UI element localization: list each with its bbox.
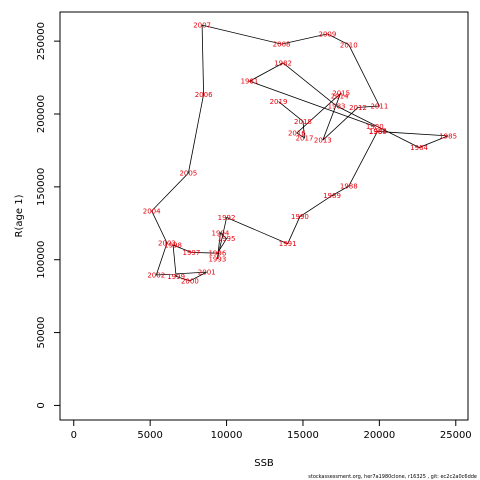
y-tick-label: 100000	[36, 241, 47, 279]
point-label-1999: 1999	[167, 273, 185, 281]
y-tick-label: 250000	[36, 22, 47, 60]
point-label-1995: 1995	[218, 235, 236, 243]
point-label-2014: 2014	[331, 92, 349, 100]
point-label-2010: 2010	[340, 41, 358, 49]
y-tick-label: 50000	[36, 317, 47, 349]
sr-path-line	[151, 24, 449, 282]
point-label-2015: 2015	[332, 89, 350, 97]
point-label-2005: 2005	[179, 170, 197, 178]
point-label-1988: 1988	[340, 183, 358, 191]
point-label-2012: 2012	[349, 104, 367, 112]
point-label-2019: 2019	[270, 98, 288, 106]
point-label-1986: 1986	[369, 128, 387, 136]
y-tick-label: 200000	[36, 95, 47, 133]
point-label-2009: 2009	[319, 30, 337, 38]
point-label-2011: 2011	[370, 102, 388, 110]
point-label-1982: 1982	[274, 60, 292, 68]
x-tick-label: 5000	[137, 430, 162, 441]
point-label-1983: 1983	[328, 102, 346, 110]
x-tick-label: 25000	[440, 430, 472, 441]
point-label-1997: 1997	[183, 249, 201, 257]
series-path	[151, 24, 449, 282]
point-label-2000: 2000	[181, 277, 199, 285]
plot-frame	[59, 11, 469, 421]
x-tick-label: 10000	[211, 430, 243, 441]
point-label-1994: 1994	[212, 229, 230, 237]
point-label-2017: 2017	[296, 135, 314, 143]
y-axis: 0 50000 100000 150000 200000 250000	[36, 22, 60, 409]
x-axis: 0 5000 10000 15000 20000 25000	[71, 420, 472, 441]
footer-text: stockassessment.org, her7a1980clone, r16…	[308, 474, 477, 480]
point-label-2008: 2008	[273, 41, 291, 49]
point-label-2018: 2018	[294, 118, 312, 126]
point-label-1989: 1989	[323, 192, 341, 200]
point-label-2002: 2002	[147, 272, 165, 280]
point-label-1998: 1998	[164, 242, 182, 250]
point-label-2013: 2013	[314, 137, 332, 145]
point-label-1991: 1991	[279, 240, 297, 248]
y-tick-label: 150000	[36, 168, 47, 206]
point-label-1987: 1987	[369, 127, 387, 135]
point-label-1985: 1985	[439, 132, 457, 140]
point-label-2016: 2016	[288, 129, 306, 137]
x-tick-label: 20000	[363, 430, 395, 441]
point-label-1992: 1992	[218, 214, 236, 222]
point-label-1984: 1984	[410, 144, 428, 152]
y-tick-label: 0	[36, 402, 47, 408]
point-labels: 1980198119821983198419851986198719881989…	[143, 22, 457, 286]
point-label-2001: 2001	[198, 269, 216, 277]
point-label-1996: 1996	[208, 250, 226, 258]
x-tick-label: 15000	[287, 430, 319, 441]
point-label-2006: 2006	[195, 91, 213, 99]
point-label-1990: 1990	[291, 213, 309, 221]
point-label-2003: 2003	[158, 239, 176, 247]
point-label-1981: 1981	[241, 78, 259, 86]
point-label-2004: 2004	[143, 207, 161, 215]
x-axis-label: SSB	[254, 458, 274, 469]
point-label-2007: 2007	[193, 22, 211, 30]
point-label-1980: 1980	[366, 123, 384, 131]
y-axis-label: R(age 1)	[14, 194, 25, 237]
point-label-1993: 1993	[208, 255, 226, 263]
x-tick-label: 0	[71, 430, 77, 441]
